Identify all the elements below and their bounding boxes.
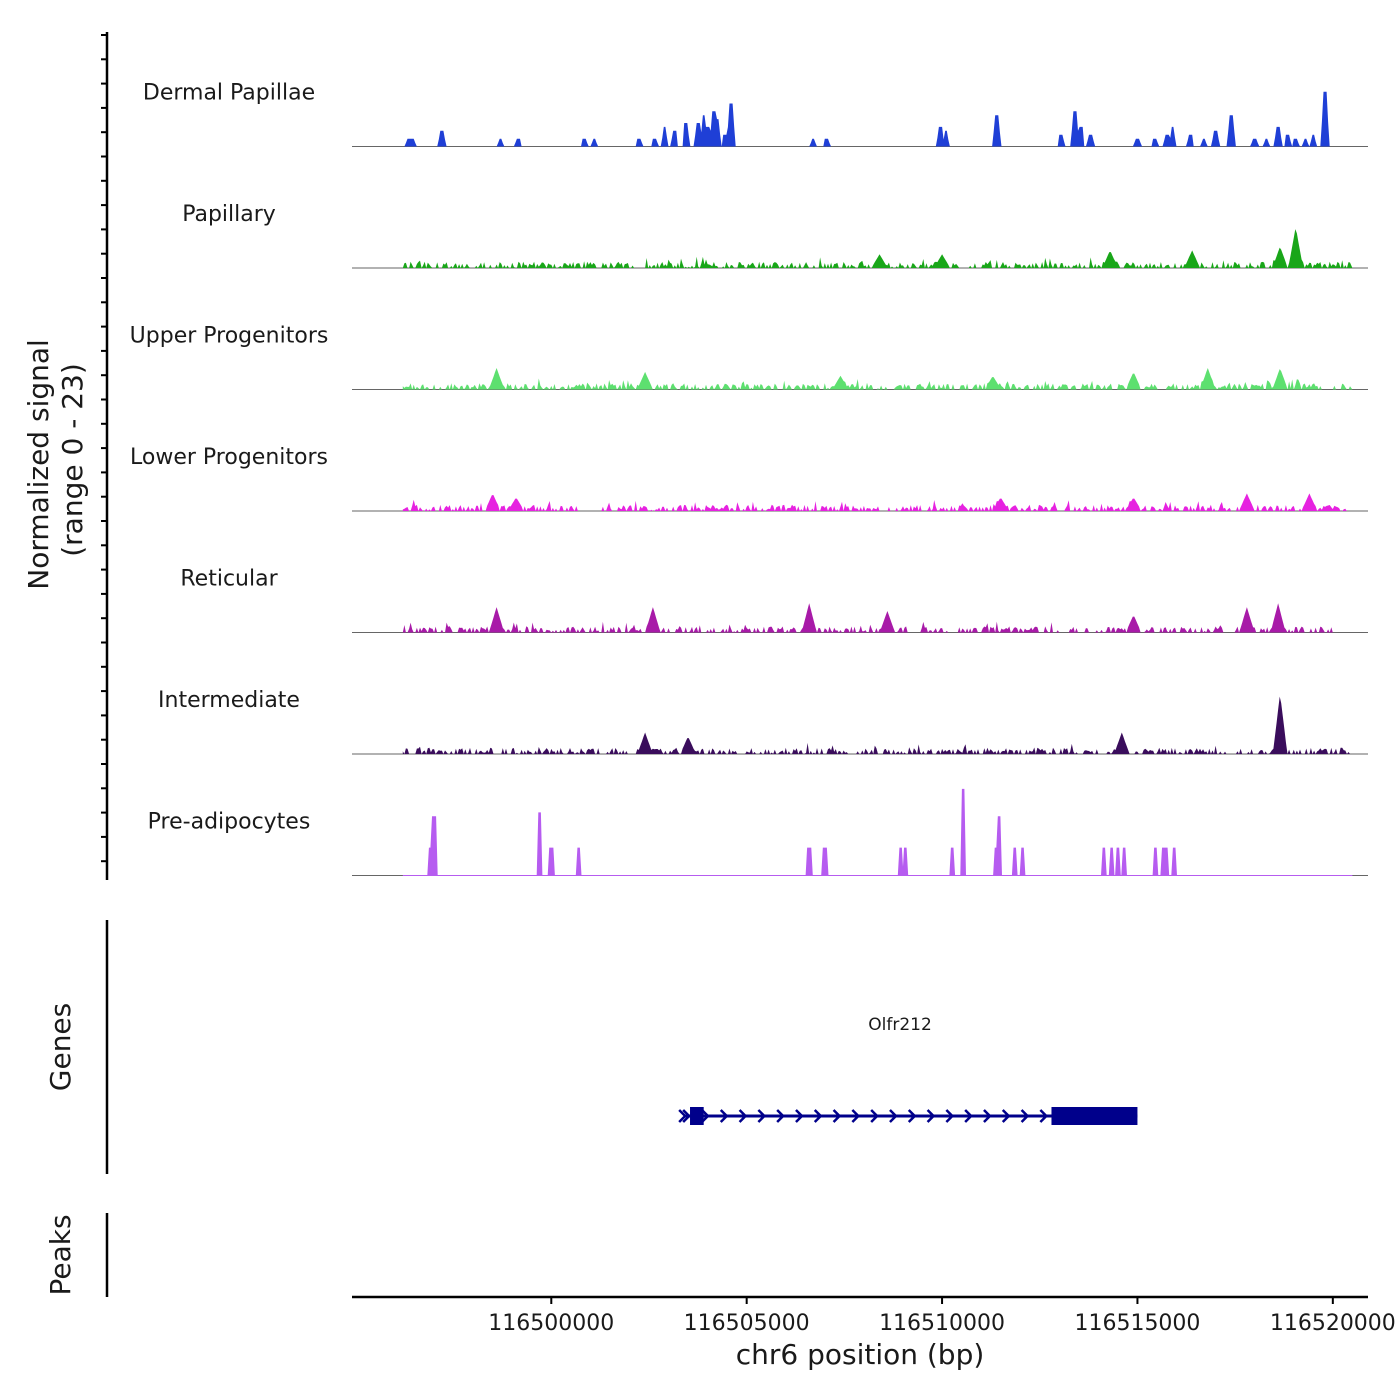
gene-strand-arrow: [719, 1109, 729, 1123]
gene-strand-arrow: [701, 1109, 710, 1123]
gene-strand-arrow: [1001, 1109, 1011, 1123]
track-reticular: Reticular: [180, 567, 1368, 633]
gene-strand-arrow: [738, 1109, 748, 1123]
track-label: Intermediate: [158, 688, 300, 713]
gene-strand-arrow: [682, 1109, 691, 1123]
gene-exon: [690, 1107, 704, 1125]
gene-strand-arrow: [870, 1109, 879, 1123]
x-tick-label: 116500000: [488, 1311, 614, 1336]
track-lower-progenitors: Lower Progenitors: [130, 445, 1368, 512]
track-pre-adipocytes: Pre-adipocytes: [148, 788, 1368, 876]
track-dermal-papillae: Dermal Papillae: [143, 81, 1368, 147]
track-signal-area: [402, 91, 1353, 147]
gene-strand-arrow: [1039, 1109, 1049, 1123]
track-label: Reticular: [180, 567, 278, 592]
x-tick-label: 116505000: [684, 1311, 810, 1336]
gene-model: [678, 1107, 1138, 1125]
gene-strand-arrow: [926, 1109, 936, 1123]
gene-strand-arrow: [1020, 1109, 1030, 1123]
track-papillary: Papillary: [182, 202, 1368, 269]
track-label: Lower Progenitors: [130, 445, 328, 470]
gene-strand-arrow: [983, 1109, 992, 1123]
y-axis-title-line2: (range 0 - 23): [56, 363, 89, 557]
gene-start-arrow: [678, 1109, 687, 1123]
gene-strand-arrow: [832, 1109, 842, 1123]
signal-y-axis: [101, 32, 109, 880]
genes-panel-title: Genes: [44, 1003, 77, 1091]
track-label: Papillary: [182, 202, 276, 227]
track-label: Dermal Papillae: [143, 81, 315, 106]
gene-strand-arrow: [907, 1109, 917, 1123]
x-tick-label: 116520000: [1270, 1311, 1396, 1336]
gene-strand-arrow: [776, 1109, 785, 1123]
gene-strand-arrow: [889, 1109, 898, 1123]
x-tick-label: 116510000: [879, 1311, 1005, 1336]
y-axis-title: Normalized signal (range 0 - 23): [22, 330, 89, 589]
track-signal-area: [402, 696, 1353, 754]
track-upper-progenitors: Upper Progenitors: [130, 324, 1368, 390]
gene-strand-arrow: [945, 1109, 955, 1123]
track-label: Pre-adipocytes: [148, 810, 311, 835]
gene-strand-arrow: [757, 1109, 767, 1123]
x-tick-label: 116515000: [1074, 1311, 1200, 1336]
track-intermediate: Intermediate: [158, 688, 1368, 755]
gene-strand-arrow: [851, 1109, 861, 1123]
track-signal-area: [402, 603, 1353, 633]
track-signal-area: [402, 788, 1353, 876]
track-signal-area: [402, 493, 1353, 511]
x-axis-ticks: 116500000 116505000 116510000 116515000 1165…: [488, 1297, 1396, 1336]
track-label: Upper Progenitors: [130, 324, 329, 349]
peaks-panel-title: Peaks: [44, 1214, 77, 1295]
coverage-tracks: Dermal Papillae Papillary Upper Progenitor…: [130, 81, 1368, 876]
gene-strand-arrow: [964, 1109, 973, 1123]
track-signal-area: [402, 368, 1353, 390]
gene-strand-arrow: [795, 1109, 804, 1123]
track-signal-area: [402, 229, 1353, 268]
gene-label: Olfr212: [868, 1015, 932, 1035]
gene-strand-arrow: [813, 1109, 823, 1123]
x-axis-title: chr6 position (bp): [736, 1338, 985, 1371]
gene-exon: [1051, 1107, 1138, 1125]
y-axis-title-line1: Normalized signal: [22, 339, 55, 590]
